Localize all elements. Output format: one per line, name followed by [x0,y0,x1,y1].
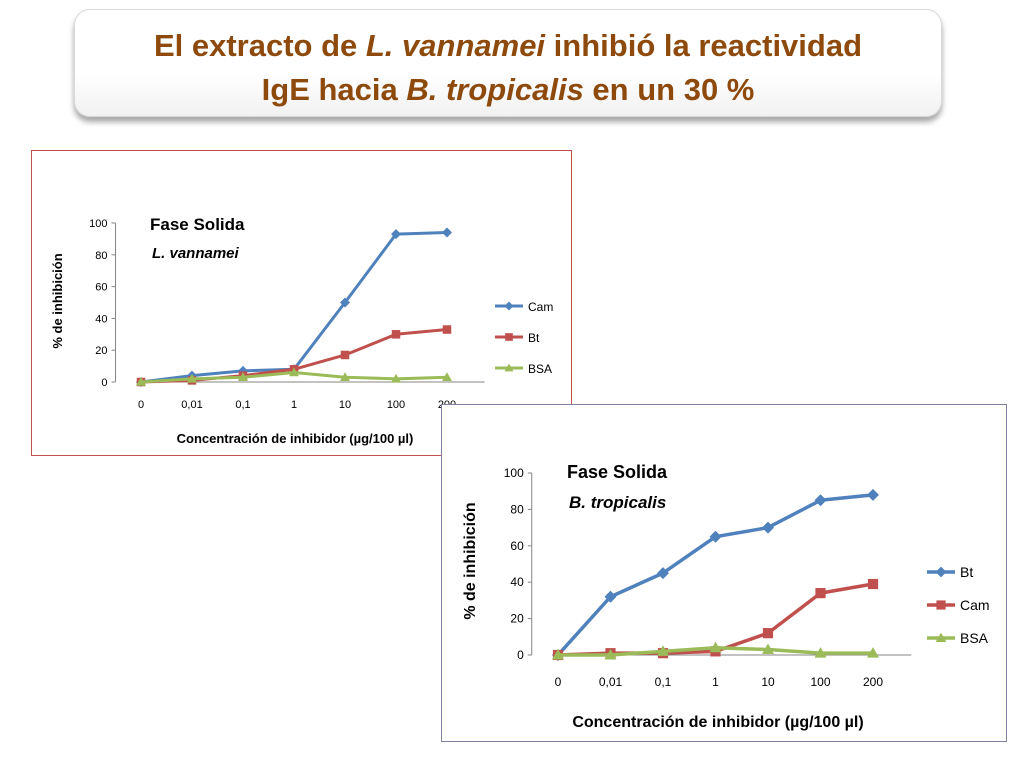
title-species-name: L. vannamei [365,28,546,63]
data-point-bsa [289,367,299,377]
x-tick-label: 0,1 [235,399,250,411]
x-tick-label: 0,01 [599,675,623,689]
data-point-bsa [391,373,401,383]
y-tick-label: 80 [510,502,524,516]
data-point-bt [709,530,722,543]
legend-label: Bt [528,331,540,345]
chart-b-tropicalis: 0 20 40 60 80 100 0 0,01 0,1 1 10 100 200 Bt Cam BSA Fas… [441,404,1007,742]
legend-marker [935,566,947,578]
legend-marker [504,301,514,311]
x-tick-label: 0 [138,399,144,411]
x-tick-label: 100 [387,399,405,411]
legend-label: Cam [960,597,990,613]
data-point-cam [867,578,879,590]
x-tick-label: 0,1 [655,675,672,689]
y-tick-label: 100 [89,218,107,230]
y-tick-label: 40 [510,575,524,589]
series-line-bt [556,493,874,657]
y-tick-label: 20 [95,345,107,357]
chart-subtitle: L. vannamei [152,245,240,262]
data-point-cam [340,297,350,308]
legend-marker [504,363,514,372]
y-axis-label: % de inhibición [462,502,479,619]
chart-subtitle: B. tropicalis [569,493,666,512]
data-point-bsa [867,647,879,658]
data-point-bsa [604,649,617,660]
chart-title: Fase Solida [150,215,245,234]
data-point-bt [762,521,774,534]
data-point-bsa [657,645,669,656]
y-axis-label: % de inhibición [50,253,65,348]
data-point-bsa [442,372,452,381]
slide-title: El extracto de L. vannamei inhibió la re… [74,9,942,117]
data-point-bsa [136,377,146,386]
y-tick-label: 40 [95,313,107,325]
legend-label: BSA [528,362,552,376]
data-point-cam [442,227,452,238]
chart-b-tropicalis-svg: 0 20 40 60 80 100 0 0,01 0,1 1 10 100 200 Bt Cam BSA Fas… [462,462,990,731]
data-point-bsa [187,373,197,383]
data-point-bt [657,567,669,580]
slide-title-line-2: IgE hacia B. tropicalis en un 30 % [75,68,941,112]
data-point-bsa [340,372,350,381]
x-tick-label: 100 [810,675,830,689]
chart-l-vannamei: 02040608010000,010,1110100200CamBtBSAFas… [31,150,572,456]
data-point-bsa [552,649,564,660]
legend-label: BSA [960,630,989,646]
data-point-bsa [814,647,827,658]
title-text: inhibió la reactividad [545,28,863,63]
chart-title: Fase Solida [567,462,668,482]
x-axis-label: Concentración de inhibidor (µg/100 µl) [177,431,414,446]
title-text: en un 30 % [583,72,755,107]
data-point-bt [867,488,879,501]
y-tick-label: 0 [101,377,107,389]
data-point-bsa [238,372,248,381]
y-tick-label: 20 [510,612,524,626]
data-point-cam [391,229,401,240]
y-tick-label: 0 [517,648,524,662]
data-point-bt [442,325,452,334]
chart-l-vannamei-svg: 02040608010000,010,1110100200CamBtBSAFas… [50,215,553,446]
data-point-bsa [709,641,722,653]
legend-label: Bt [960,564,973,580]
y-tick-label: 100 [504,466,524,480]
data-point-bt [814,494,827,507]
y-tick-label: 60 [510,539,524,553]
title-text: IgE hacia [261,72,407,107]
x-axis-label: Concentración de inhibidor (µg/100 µl) [572,714,863,731]
x-tick-label: 0 [555,675,562,689]
data-point-bsa [762,643,774,655]
data-point-bt [604,590,617,603]
x-tick-label: 1 [291,399,297,411]
legend-marker [935,632,947,643]
data-point-bt [391,330,401,339]
legend-label: Cam [528,300,553,314]
x-tick-label: 10 [761,675,775,689]
y-tick-label: 80 [95,250,107,262]
y-tick-label: 60 [95,282,107,294]
x-tick-label: 10 [339,399,351,411]
x-tick-label: 200 [863,675,883,689]
data-point-cam [762,628,774,639]
data-point-cam [815,588,826,599]
data-point-bt [340,350,350,360]
legend-marker [936,600,946,610]
slide-title-line-1: El extracto de L. vannamei inhibió la re… [75,24,941,68]
title-species-name: B. tropicalis [406,72,584,107]
x-tick-label: 0,01 [181,399,202,411]
x-tick-label: 1 [712,675,719,689]
title-text: El extracto de [153,28,366,63]
legend-marker [505,333,513,341]
